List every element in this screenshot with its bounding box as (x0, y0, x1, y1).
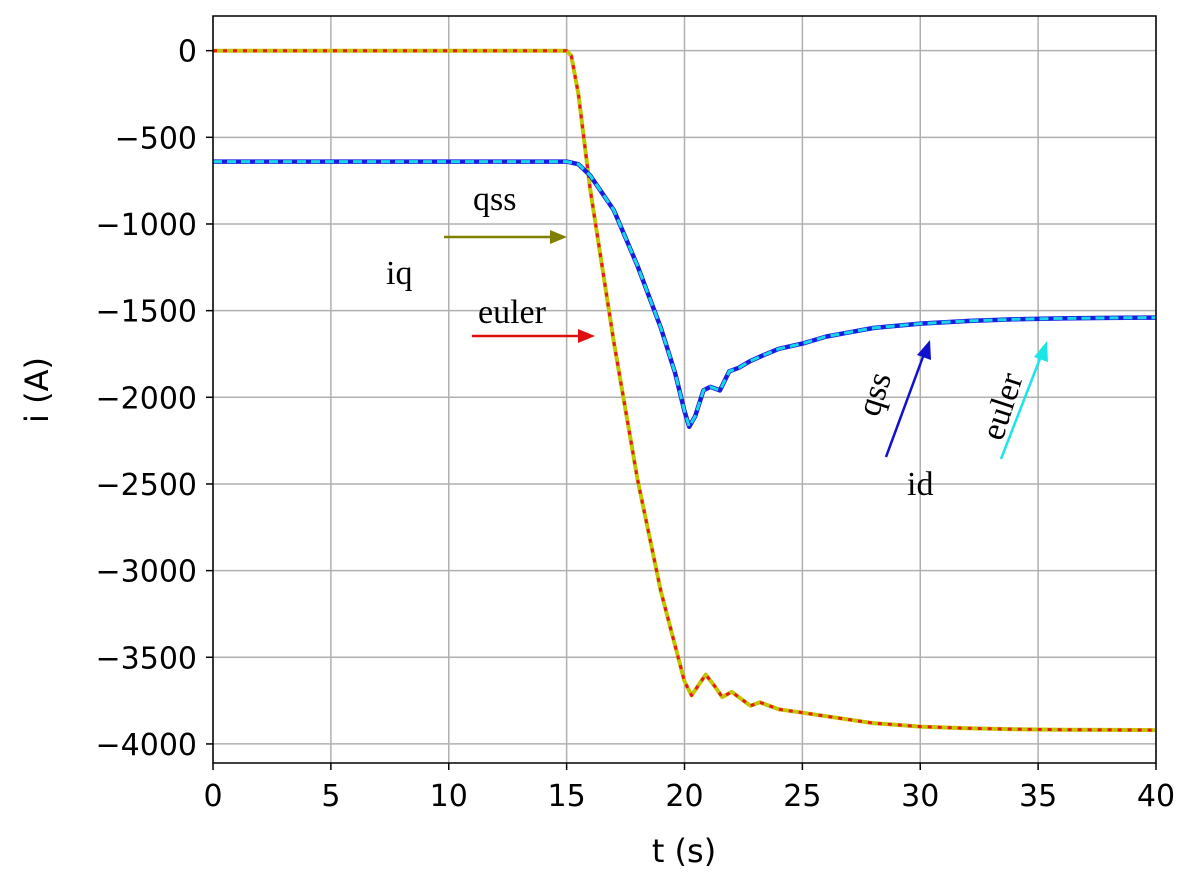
y-tick-label: −2000 (96, 381, 197, 416)
y-tick-label: −1500 (96, 295, 197, 330)
x-tick-label: 10 (430, 779, 468, 814)
x-tick-label: 20 (665, 779, 703, 814)
arrow-euler-iq-head (578, 329, 595, 343)
series-layer (213, 48, 1157, 733)
x-tick-label: 40 (1137, 779, 1175, 814)
x-axis-label: t (s) (652, 832, 716, 870)
y-tick-label: 0 (178, 35, 197, 70)
annotation-id: id (907, 466, 933, 503)
x-tick-label: 15 (548, 779, 586, 814)
y-axis-label: i (A) (18, 357, 56, 423)
y-tick-label: −3500 (96, 641, 197, 676)
x-tick-label: 5 (321, 779, 340, 814)
annotation-euler-iq: euler (478, 294, 547, 331)
y-tick-label: −4000 (96, 728, 197, 763)
x-tick-label: 30 (901, 779, 939, 814)
arrow-euler-id-head (1034, 341, 1048, 362)
x-tick-label: 35 (1019, 779, 1057, 814)
y-tick-label: −3000 (96, 555, 197, 590)
annotation-qss-iq: qss (473, 181, 516, 218)
ticks: 0 5 10 15 20 25 30 35 40 0 −500 −1000 −1500 −2000 −250… (96, 35, 1176, 814)
series-line-iq-qss (213, 48, 1157, 733)
y-tick-label: −1000 (96, 208, 197, 243)
series-line-id-euler (213, 160, 1157, 429)
arrow-qss-id (884, 353, 926, 458)
annotation-iq: iq (386, 255, 412, 292)
arrow-qss-iq-head (550, 230, 567, 244)
x-tick-label: 25 (783, 779, 821, 814)
y-tick-label: −2500 (96, 468, 197, 503)
arrow-euler-id (999, 355, 1043, 460)
arrow-qss-id-head (917, 340, 931, 360)
y-tick-label: −500 (115, 121, 197, 156)
x-tick-label: 0 (203, 779, 222, 814)
